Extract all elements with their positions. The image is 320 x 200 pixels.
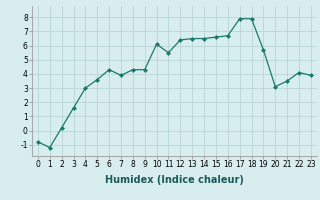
- X-axis label: Humidex (Indice chaleur): Humidex (Indice chaleur): [105, 175, 244, 185]
